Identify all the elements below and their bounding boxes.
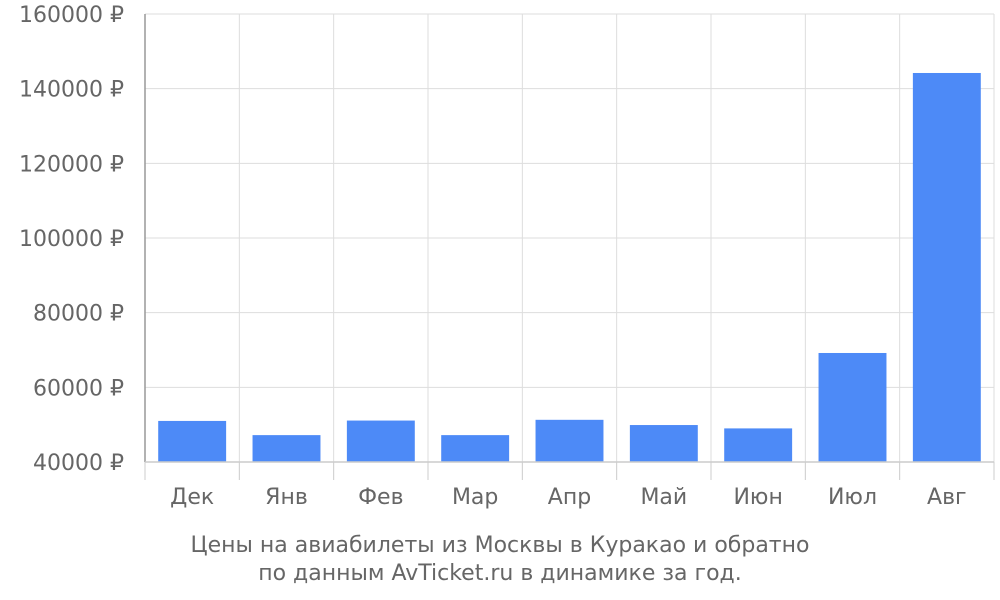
bar xyxy=(252,435,321,462)
axes xyxy=(144,14,995,480)
caption-line-1: Цены на авиабилеты из Москвы в Куракао и… xyxy=(190,533,810,558)
y-tick-label: 120000 ₽ xyxy=(19,152,124,177)
bar xyxy=(724,428,793,462)
bar xyxy=(629,425,698,462)
bar xyxy=(535,419,604,462)
bar xyxy=(346,420,415,462)
bar xyxy=(818,352,887,462)
bars xyxy=(158,72,981,462)
y-tick-label: 100000 ₽ xyxy=(19,227,124,252)
x-tick-label: Май xyxy=(640,485,687,510)
x-tick-label: Июл xyxy=(828,485,877,510)
x-tick-label: Дек xyxy=(170,485,214,510)
x-tick-label: Июн xyxy=(733,485,782,510)
chart-caption: Цены на авиабилеты из Москвы в Куракао и… xyxy=(0,532,1000,588)
y-tick-labels: 40000 ₽ 60000 ₽ 80000 ₽ 100000 ₽ 120000 ₽ 140… xyxy=(19,3,124,476)
y-tick-label: 160000 ₽ xyxy=(19,3,124,28)
x-tick-labels: Дек Янв Фев Мар Апр Май Июн Июл Авг xyxy=(170,485,966,510)
bar xyxy=(158,420,227,462)
x-tick-label: Фев xyxy=(358,485,403,510)
y-tick-label: 80000 ₽ xyxy=(33,302,124,327)
grid xyxy=(145,13,995,463)
bar xyxy=(912,72,981,462)
y-tick-label: 60000 ₽ xyxy=(33,376,124,401)
x-tick-label: Авг xyxy=(927,485,967,510)
x-tick-label: Мар xyxy=(452,485,498,510)
y-tick-label: 40000 ₽ xyxy=(33,451,124,476)
x-tick-label: Апр xyxy=(548,485,591,510)
caption-line-2: по данным AvTicket.ru в динамике за год. xyxy=(258,561,742,586)
x-tick-label: Янв xyxy=(265,485,308,510)
y-tick-label: 140000 ₽ xyxy=(19,78,124,103)
bar xyxy=(441,435,510,462)
